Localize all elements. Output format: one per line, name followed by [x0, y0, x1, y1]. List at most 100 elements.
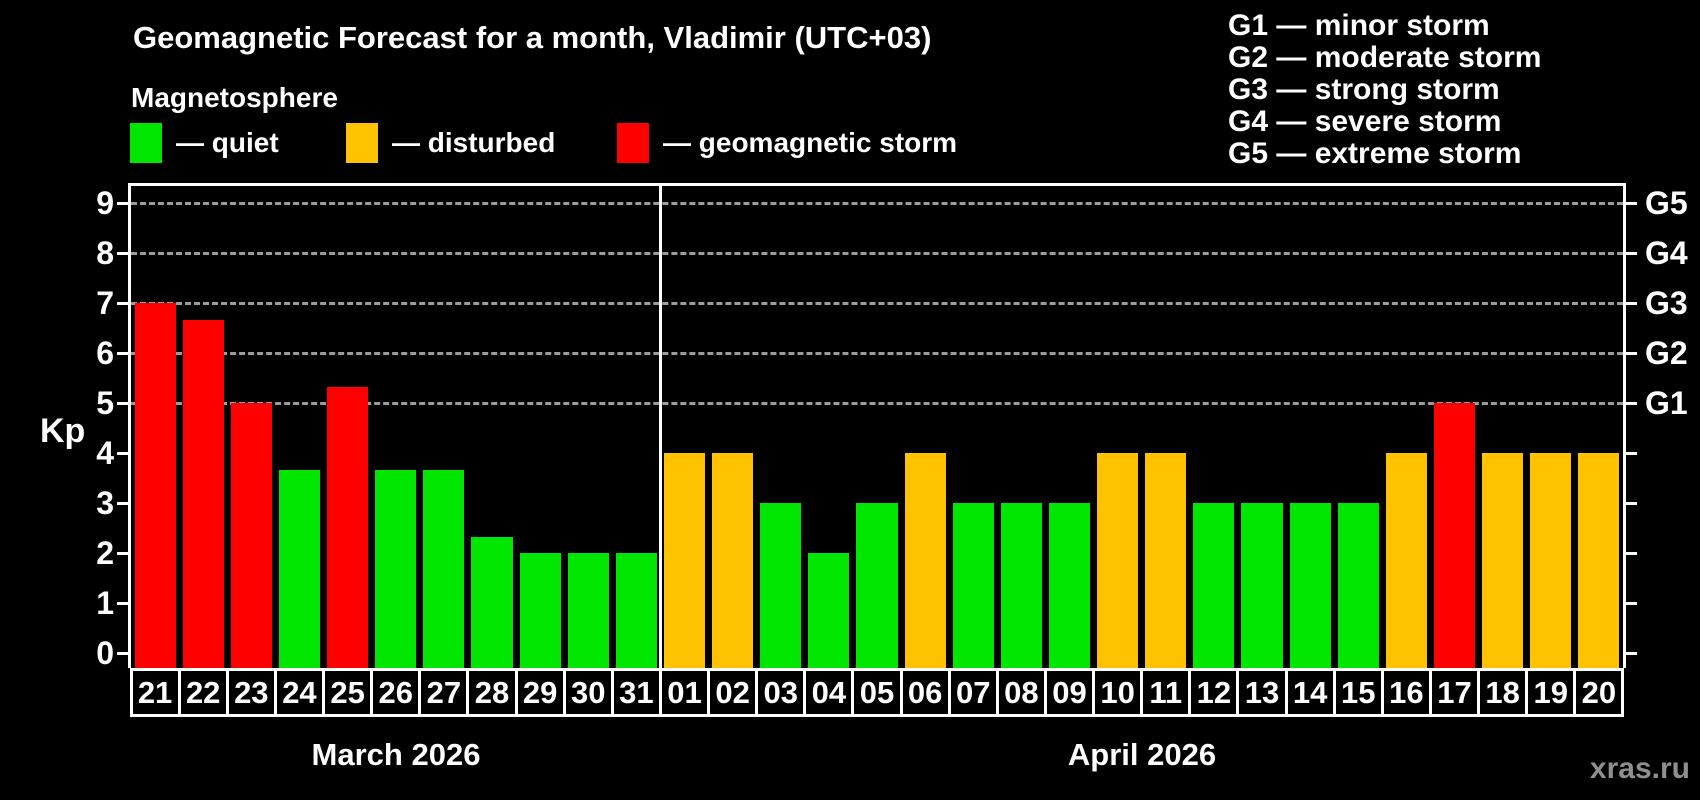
kp-bar-01: [663, 453, 706, 668]
kp-bar-25: [327, 386, 369, 668]
day-cell-15: 15: [1332, 668, 1384, 717]
g-scale-legend: G1 — minor storm G2 — moderate storm G3 …: [1228, 10, 1541, 170]
right-tick-kp0: [1626, 652, 1637, 655]
kp-bar-06: [904, 453, 946, 668]
g-level-label-g4: G4: [1645, 235, 1688, 271]
kp-bar-18: [1482, 453, 1524, 668]
kp-bar-27: [423, 469, 465, 668]
kp-bar-08: [1000, 503, 1042, 668]
legend-label-storm: — geomagnetic storm: [663, 127, 958, 158]
day-cell-27: 27: [418, 668, 470, 717]
g-level-label-g2: G2: [1645, 335, 1688, 371]
left-tick-kp3: [117, 502, 128, 505]
month-label-april: April 2026: [1067, 737, 1217, 772]
right-tick-kp8: [1626, 252, 1637, 255]
left-tick-kp0: [117, 652, 128, 655]
kp-bar-10: [1097, 453, 1139, 668]
right-tick-kp4: [1626, 452, 1637, 455]
day-cell-07: 07: [947, 668, 999, 717]
month-separator-line: [658, 186, 662, 668]
kp-bar-04: [808, 553, 850, 668]
magnetosphere-subtitle: Magnetosphere: [131, 82, 338, 113]
gridline-kp8: [131, 252, 1623, 255]
legend-label-disturbed: — disturbed: [392, 127, 556, 158]
quiet-color-swatch: [130, 123, 162, 163]
disturbed-color-swatch: [346, 123, 378, 163]
kp-bar-13: [1241, 503, 1283, 668]
kp-bar-23: [230, 403, 272, 668]
day-cell-22: 22: [177, 668, 229, 717]
day-cell-13: 13: [1236, 668, 1288, 717]
g-legend-line-g1: G1 — minor storm: [1228, 9, 1490, 42]
kp-bar-16: [1385, 453, 1427, 668]
right-tick-kp9: [1626, 202, 1637, 205]
legend-item-quiet: — quiet: [130, 123, 279, 163]
day-cell-16: 16: [1380, 668, 1432, 717]
day-cell-17: 17: [1428, 668, 1481, 717]
day-cell-01: 01: [658, 668, 711, 717]
kp-bar-24: [278, 469, 320, 668]
kp-bar-22: [182, 319, 224, 668]
day-cell-06: 06: [899, 668, 951, 717]
right-tick-kp7: [1626, 302, 1637, 305]
kp-tick-label-3: 3: [96, 485, 114, 521]
right-tick-kp1: [1626, 602, 1637, 605]
kp-bar-26: [375, 469, 417, 668]
left-tick-kp4: [117, 452, 128, 455]
right-tick-kp3: [1626, 502, 1637, 505]
kp-bar-11: [1145, 453, 1187, 668]
legend-label-quiet: — quiet: [176, 127, 279, 158]
day-cell-20: 20: [1573, 668, 1625, 717]
g-legend-line-g4: G4 — severe storm: [1228, 105, 1502, 138]
kp-tick-label-1: 1: [96, 585, 114, 621]
day-cell-21: 21: [129, 668, 181, 717]
kp-bar-14: [1289, 503, 1331, 668]
g-level-label-g3: G3: [1645, 285, 1688, 321]
g-legend-line-g3: G3 — strong storm: [1228, 73, 1500, 106]
kp-tick-label-9: 9: [96, 185, 114, 221]
gridline-kp7: [131, 302, 1623, 305]
day-cell-30: 30: [562, 668, 614, 717]
right-tick-kp6: [1626, 352, 1637, 355]
kp-bar-20: [1578, 453, 1620, 668]
day-cell-29: 29: [514, 668, 566, 717]
left-tick-kp5: [117, 402, 128, 405]
storm-color-swatch: [617, 123, 649, 163]
left-tick-kp8: [117, 252, 128, 255]
kp-bar-09: [1048, 503, 1091, 668]
kp-bar-28: [471, 536, 513, 668]
day-cell-18: 18: [1477, 668, 1529, 717]
kp-bar-15: [1337, 503, 1379, 668]
left-tick-kp6: [117, 352, 128, 355]
kp-bar-17: [1433, 403, 1476, 668]
month-label-march: March 2026: [311, 737, 481, 772]
day-cell-28: 28: [466, 668, 518, 717]
day-cell-14: 14: [1284, 668, 1336, 717]
day-cell-19: 19: [1525, 668, 1577, 717]
page-title: Geomagnetic Forecast for a month, Vladim…: [133, 20, 932, 55]
left-tick-kp1: [117, 602, 128, 605]
plot-area: [117, 183, 1637, 668]
day-cell-25: 25: [322, 668, 374, 717]
g-legend-line-g5: G5 — extreme storm: [1228, 137, 1522, 170]
kp-bar-29: [519, 553, 561, 668]
kp-tick-label-2: 2: [96, 535, 114, 571]
day-cell-05: 05: [851, 668, 903, 717]
right-tick-kp5: [1626, 402, 1637, 405]
g-legend-line-g2: G2 — moderate storm: [1228, 41, 1542, 74]
g-level-label-g1: G1: [1645, 385, 1688, 421]
left-tick-kp2: [117, 552, 128, 555]
kp-tick-label-8: 8: [96, 235, 114, 271]
day-axis: 21 22 23 24 25 26 27 28 29 30 31 01 02 03 04 05 06 07 08 09…: [129, 668, 1625, 717]
watermark: xras.ru: [1589, 752, 1690, 785]
kp-axis-label: Kp: [40, 412, 86, 450]
kp-tick-label-5: 5: [96, 385, 114, 421]
kp-bar-02: [712, 453, 754, 668]
day-cell-11: 11: [1140, 668, 1192, 717]
kp-bar-07: [952, 503, 994, 668]
day-cell-03: 03: [755, 668, 807, 717]
gridline-kp9: [131, 202, 1623, 205]
left-tick-kp9: [117, 202, 128, 205]
g-level-label-g5: G5: [1645, 185, 1688, 221]
